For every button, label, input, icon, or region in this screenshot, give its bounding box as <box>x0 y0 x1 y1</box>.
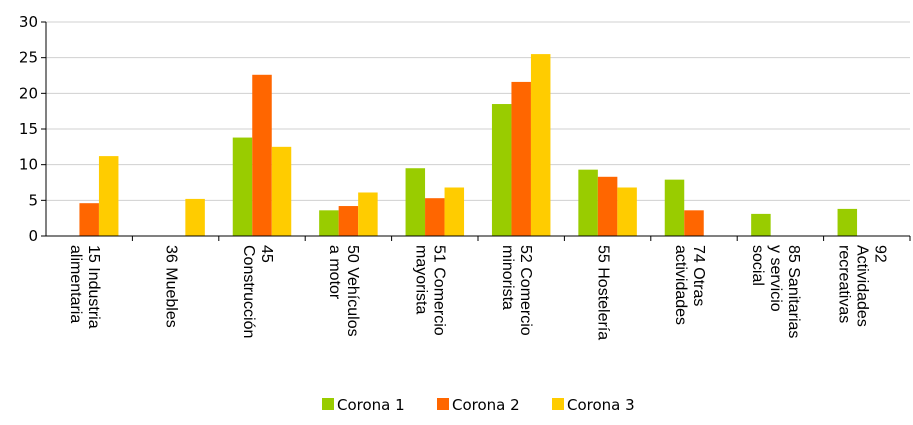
bar <box>530 54 551 236</box>
x-category-label: y servicio <box>767 245 784 312</box>
legend-label: Corona 3 <box>567 396 635 414</box>
bar <box>185 198 205 236</box>
axes <box>41 21 911 241</box>
legend-label: Corona 2 <box>452 396 520 414</box>
x-category-label: 55 Hostelería <box>594 245 611 340</box>
bar <box>664 179 685 236</box>
x-category-label: 85 Sanitarias <box>785 245 802 338</box>
bar <box>444 187 465 236</box>
legend: Corona 1 Corona 2 Corona 3 <box>322 396 635 414</box>
bar <box>319 210 339 236</box>
bar <box>578 169 598 236</box>
bar <box>837 208 858 236</box>
y-tick-label: 15 <box>19 120 38 138</box>
x-category-label: 15 Industria <box>85 245 102 329</box>
x-category-label: minorista <box>499 245 516 310</box>
x-category-label: 92 <box>872 245 889 263</box>
x-category-label: recreativas <box>836 245 853 323</box>
y-tick-label: 0 <box>28 227 38 245</box>
y-tick-label: 20 <box>19 84 38 102</box>
x-category-label: social <box>749 245 766 286</box>
x-category-label: 45 <box>258 245 275 263</box>
bar <box>491 104 512 237</box>
y-tick-label: 10 <box>19 156 38 174</box>
x-category-label: 36 Muebles <box>162 245 179 328</box>
bar <box>597 176 618 236</box>
bar <box>98 156 119 236</box>
bar <box>617 187 637 236</box>
gridlines <box>46 21 910 201</box>
bar <box>271 146 292 236</box>
x-category-label: 52 Comercio <box>517 245 534 336</box>
x-category-label: Actividades <box>854 245 871 327</box>
x-category-label: 74 Otras <box>690 245 707 306</box>
y-tick-label: 5 <box>28 191 38 209</box>
bar <box>405 168 426 236</box>
y-axis-tick-labels: 0 5 10 15 20 25 30 <box>19 13 38 245</box>
x-category-label: a motor <box>326 245 343 300</box>
bar <box>684 210 704 236</box>
legend-label: Corona 1 <box>337 396 405 414</box>
x-category-label: 51 Comercio <box>431 245 448 336</box>
legend-swatch <box>437 398 449 410</box>
x-category-label: actividades <box>672 245 689 325</box>
x-category-label: Construcción <box>240 245 257 338</box>
bar <box>425 198 445 236</box>
bar <box>338 206 359 236</box>
legend-swatch <box>322 398 334 410</box>
x-category-label: alimentaria <box>67 245 84 323</box>
legend-swatch <box>552 398 564 410</box>
bar <box>751 213 771 236</box>
bar <box>358 192 378 236</box>
bar <box>511 81 531 236</box>
bars <box>79 54 858 237</box>
x-category-label: 50 Vehículos <box>344 245 361 337</box>
bar <box>79 203 99 236</box>
y-tick-label: 30 <box>19 13 38 31</box>
y-tick-label: 25 <box>19 49 38 67</box>
bar <box>232 137 253 236</box>
x-category-label: mayorista <box>413 245 430 314</box>
bar <box>252 74 272 236</box>
